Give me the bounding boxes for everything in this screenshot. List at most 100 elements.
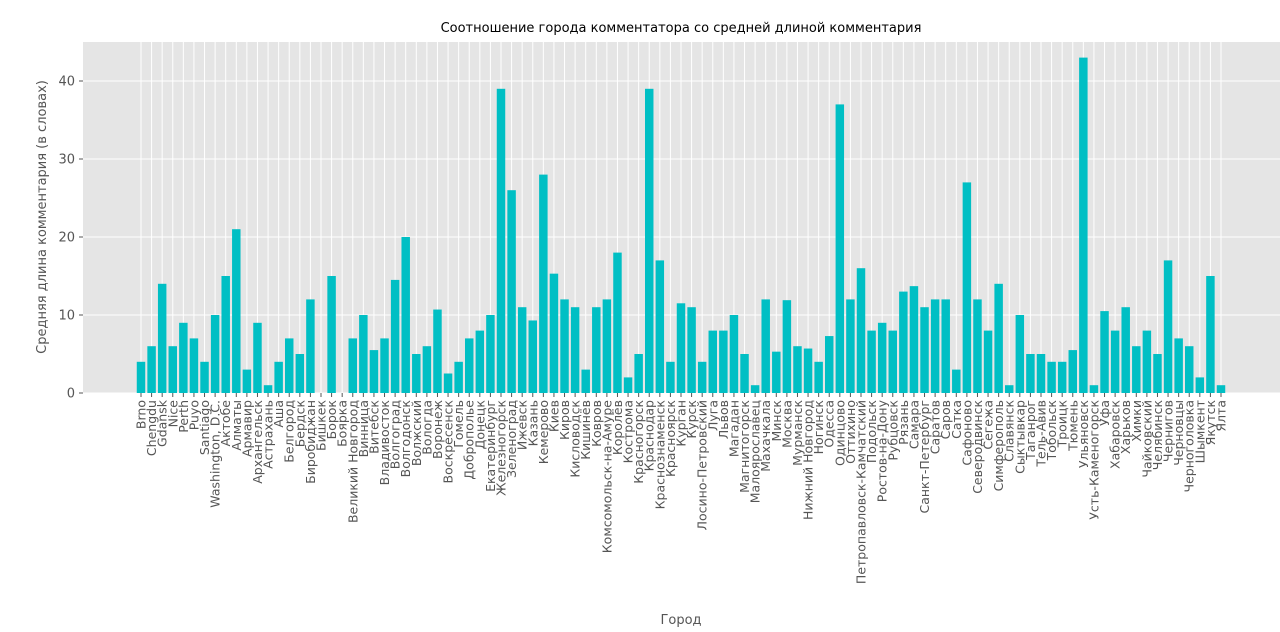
x-tick-label: Львов (716, 400, 731, 439)
x-tick-label: Алматы (229, 400, 244, 451)
bar (729, 315, 739, 393)
x-tick-label: Доброполье (462, 400, 477, 480)
bar (856, 268, 866, 393)
x-tick-label: Троицк (1055, 400, 1070, 449)
bar (306, 299, 315, 393)
bar (348, 338, 357, 393)
x-tick-label: Кишинёв (578, 400, 593, 460)
y-tick-label: 30 (58, 153, 75, 168)
x-tick-label: Gdansk (155, 399, 170, 447)
bar (581, 369, 590, 393)
bar (952, 369, 961, 393)
x-tick-label: Винница (356, 400, 371, 457)
y-axis-ticks: 0 10 20 30 40 (58, 75, 83, 402)
x-tick-label: Оттихино (843, 400, 858, 464)
x-tick-label: Puyo (186, 400, 201, 430)
x-tick-label: Тель-Авив (1034, 400, 1049, 468)
bar (359, 315, 368, 393)
x-tick-label: Киев (546, 400, 561, 432)
bar (1005, 385, 1014, 393)
x-tick-label: Луга (705, 400, 720, 431)
bar (1079, 57, 1088, 393)
x-tick-label: Магадан (726, 400, 741, 457)
x-tick-label: Бишкек (314, 400, 329, 451)
x-tick-label: Бердск (292, 400, 307, 448)
x-tick-label: Одинцово (832, 400, 847, 466)
bar (782, 300, 792, 393)
x-tick-label: Волгодонск (398, 400, 413, 478)
x-tick-label: Гомель (451, 400, 466, 448)
bar (602, 299, 612, 393)
x-tick-label: Чайковский (1139, 400, 1154, 478)
bar (835, 104, 845, 394)
bar (157, 283, 167, 393)
y-tick-label: 10 (58, 309, 75, 324)
x-tick-label: Архангельск (250, 400, 265, 484)
x-tick-label: Кисловодск (568, 400, 583, 478)
x-tick-label: Рязань (896, 400, 911, 445)
bar (380, 338, 389, 393)
x-tick-label: Якутск (1203, 400, 1218, 446)
x-tick-label: Perth (176, 400, 191, 433)
x-tick-label: Вологда (419, 400, 434, 455)
x-tick-label: Сатка (949, 400, 964, 439)
x-tick-label: Santiago (197, 400, 212, 455)
bar (962, 182, 972, 393)
x-tick-label: Ростов-на-Дону (875, 399, 890, 502)
x-tick-label: Черноголовка (1182, 400, 1197, 492)
x-tick-label: Магнитогорск (737, 400, 752, 493)
x-tick-label: Донецк (472, 400, 487, 450)
x-tick-label: Самара (906, 400, 921, 449)
bar (507, 190, 516, 393)
x-tick-label: Витебск (366, 400, 381, 454)
x-tick-label: Сегежа (981, 400, 996, 450)
bar (740, 354, 749, 393)
x-tick-label: Железногорск (494, 400, 509, 496)
bar (179, 322, 188, 393)
bar (1100, 311, 1109, 393)
bar (369, 350, 379, 393)
x-tick-label: Зеленоград (504, 400, 519, 478)
bar (719, 330, 728, 393)
x-tick-label: Курск (684, 400, 699, 439)
x-tick-label: Симферополь (991, 400, 1006, 491)
bar (232, 229, 241, 393)
x-tick-label: Боярка (335, 400, 350, 447)
x-tick-label: Ногинск (811, 400, 826, 455)
bar (1185, 346, 1194, 393)
bar (623, 377, 633, 393)
x-tick-label: Тюмень (1065, 400, 1080, 452)
x-tick-label: Саров (938, 400, 953, 439)
y-tick-label: 40 (58, 75, 75, 90)
bar (941, 299, 950, 393)
bar (242, 369, 252, 393)
x-tick-label: Петропавловск-Камчатский (854, 400, 869, 584)
bar (867, 330, 876, 393)
bar (570, 307, 580, 393)
bar (613, 252, 622, 393)
bar (210, 315, 220, 393)
bar (1142, 330, 1152, 393)
bar (1047, 361, 1056, 393)
x-tick-label: Красноярск (663, 400, 678, 477)
bar (634, 354, 643, 393)
x-tick-label: Северодвинск (970, 400, 985, 494)
x-tick-label: Екатеринбург (483, 400, 498, 492)
bar (412, 354, 421, 393)
bar (920, 307, 929, 393)
bar (697, 361, 707, 393)
x-tick-label: Казань (525, 400, 540, 446)
x-tick-label: Одесса (822, 400, 837, 448)
x-tick-label: Борок (324, 400, 339, 440)
x-tick-label: Мурманск (790, 400, 805, 466)
bar (285, 338, 294, 393)
bar (592, 307, 601, 393)
bar (793, 346, 802, 393)
x-tick-label: Кострома (621, 400, 636, 463)
y-tick-label: 0 (67, 387, 75, 402)
bar (994, 283, 1003, 393)
bar (772, 351, 781, 393)
x-tick-label: Комсомольск-на-Амуре (599, 400, 614, 553)
bar (846, 299, 855, 393)
x-tick-label: Сыктывкар (1012, 400, 1027, 474)
